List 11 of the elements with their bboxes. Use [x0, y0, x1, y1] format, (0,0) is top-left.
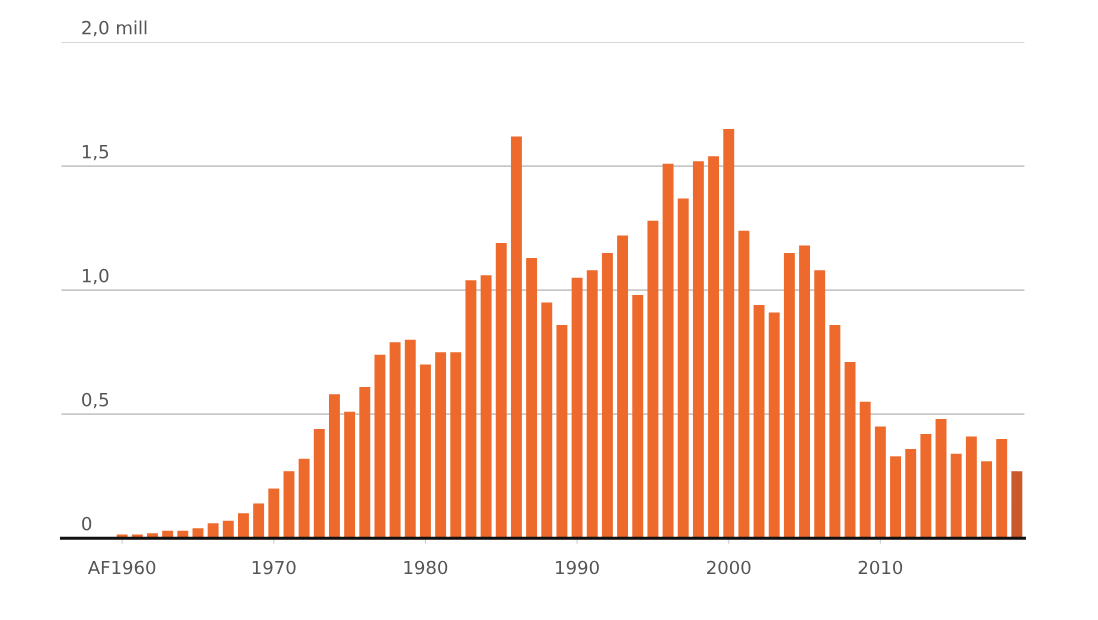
x-tick-label: 2010 [858, 560, 903, 575]
x-tick-label: 2000 [707, 560, 751, 575]
x-tick-label: 1980 [404, 560, 448, 575]
x-tick-label: 1970 [252, 560, 296, 575]
y-tick-label: 2,0 mill [82, 20, 147, 37]
y-tick-label: 1,0 [82, 268, 109, 285]
y-tick-label: 1,5 [82, 145, 109, 161]
x-tick-label: AF1960 [87, 560, 156, 575]
x-tick-label: 1990 [556, 560, 599, 575]
y-tick-label: 0 [82, 516, 92, 531]
y-tick-label: 0,5 [82, 392, 109, 409]
